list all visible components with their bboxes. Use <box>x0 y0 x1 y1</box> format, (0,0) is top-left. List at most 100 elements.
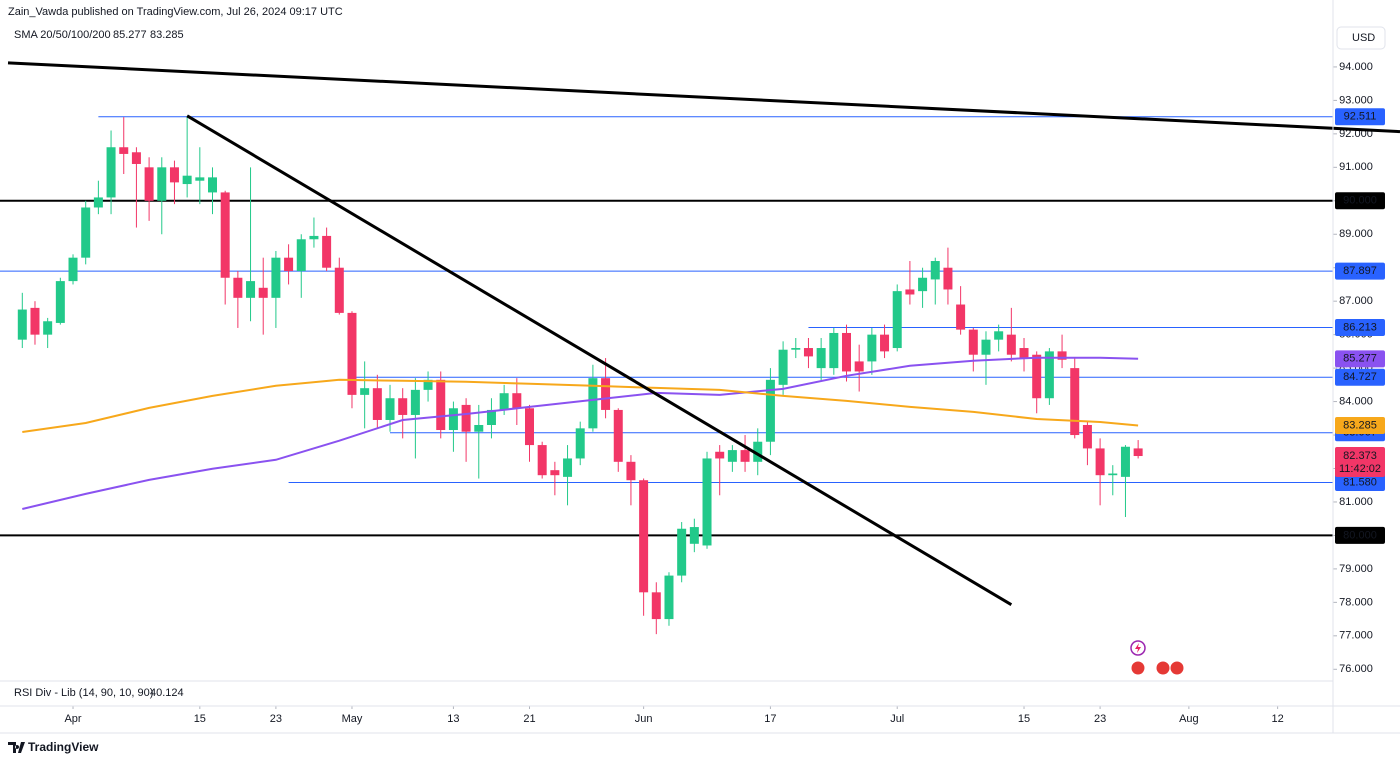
candle-body <box>842 332 851 372</box>
footer-brand: TradingView <box>28 740 99 754</box>
candle-body <box>106 147 116 198</box>
x-tick-label: May <box>342 713 363 725</box>
candle-body <box>1108 473 1118 476</box>
candle-body <box>246 281 256 298</box>
candle-body <box>905 289 915 295</box>
candle-body <box>1133 448 1143 457</box>
x-tick-label: 21 <box>523 713 535 725</box>
candle-body <box>1006 334 1016 355</box>
indicator-value: 85.277 <box>113 29 147 41</box>
candle-body <box>1082 424 1092 449</box>
indicator-name: SMA 20/50/100/200 <box>14 29 111 41</box>
last-price: 82.373 <box>1343 450 1377 462</box>
candle-body <box>17 309 27 340</box>
candle-body <box>689 527 699 544</box>
candle-body <box>43 321 53 335</box>
indicator-value: 83.285 <box>150 29 184 41</box>
candle-body <box>854 361 864 372</box>
candle-body <box>677 528 687 576</box>
candle-body <box>943 267 953 290</box>
y-tick-label: 94.000 <box>1339 61 1373 73</box>
sma-line <box>22 378 1139 433</box>
level-label-box <box>1335 108 1385 126</box>
candle-body <box>284 257 294 272</box>
currency[interactable]: USD <box>1352 32 1375 44</box>
candle-body <box>322 235 332 268</box>
level-label: 84.727 <box>1343 371 1377 383</box>
candle-body <box>1044 351 1054 399</box>
candle-body <box>169 167 179 183</box>
candle-body <box>271 257 281 298</box>
x-tick-label: Aug <box>1179 713 1199 725</box>
candle-body <box>119 147 129 154</box>
candle-body <box>626 461 636 481</box>
candle-body <box>981 339 991 355</box>
candle-body <box>816 348 826 369</box>
y-tick-label: 93.000 <box>1339 94 1373 106</box>
candle-body <box>867 334 877 362</box>
candle-body <box>93 197 103 208</box>
candle-body <box>372 388 382 420</box>
candle-body <box>601 378 611 410</box>
candle-body <box>1019 348 1029 359</box>
candle-body <box>550 470 560 476</box>
x-tick-label: Apr <box>64 713 81 725</box>
candle-body <box>423 379 433 390</box>
y-tick-label: 81.000 <box>1339 496 1373 508</box>
candle-body <box>778 349 788 385</box>
candle-body <box>157 167 167 201</box>
y-tick-label: 78.000 <box>1339 596 1373 608</box>
candle-body <box>765 379 775 442</box>
candle-body <box>968 329 978 355</box>
lines <box>7 61 1400 606</box>
candle-body <box>525 408 534 446</box>
x-tick-label: 12 <box>1271 713 1283 725</box>
candle-body <box>880 334 890 352</box>
candle-body <box>81 207 91 258</box>
level-label: 86.213 <box>1343 321 1377 333</box>
candle-body <box>410 389 420 415</box>
candle-body <box>1032 354 1042 399</box>
level-label-box <box>1335 474 1385 492</box>
candle-body <box>588 378 598 429</box>
event-icons <box>1130 640 1185 676</box>
currency-button[interactable] <box>1336 26 1386 50</box>
candle-body <box>575 428 585 459</box>
event-icon[interactable] <box>1169 660 1185 676</box>
x-tick-label: 23 <box>270 713 282 725</box>
candle-body <box>639 480 649 593</box>
candle-body <box>1120 446 1130 477</box>
level-label-box <box>1335 526 1385 544</box>
level-label-box <box>1335 192 1385 210</box>
event-icon-glyph <box>1135 643 1141 653</box>
candle-body <box>537 445 547 476</box>
logo <box>8 742 25 753</box>
candle-body <box>829 332 839 369</box>
event-icon[interactable] <box>1130 660 1146 676</box>
candle-body <box>258 287 268 298</box>
x-tick-label: 15 <box>194 713 206 725</box>
candle-body <box>486 409 496 425</box>
x-tick-label: Jul <box>890 713 904 725</box>
candle-body <box>1070 368 1080 436</box>
candle-body <box>930 261 940 280</box>
event-icon[interactable] <box>1155 660 1171 676</box>
candle-body <box>360 388 370 395</box>
candle-body <box>664 575 674 620</box>
candles <box>17 117 1143 635</box>
candle-body <box>715 451 725 459</box>
x-tick-label: 15 <box>1018 713 1030 725</box>
sma-label: 83.285 <box>1343 419 1377 431</box>
candle-body <box>499 393 509 410</box>
countdown: 11:42:02 <box>1339 463 1381 475</box>
y-tick-label: 76.000 <box>1339 663 1373 675</box>
candle-body <box>55 281 65 323</box>
y-tick-label: 87.000 <box>1339 295 1373 307</box>
candle-body <box>296 239 306 272</box>
candle-body <box>233 277 243 298</box>
level-label: 87.897 <box>1343 265 1377 277</box>
candle-body <box>956 304 966 330</box>
candle-body <box>461 404 471 432</box>
candle-body <box>651 592 661 620</box>
